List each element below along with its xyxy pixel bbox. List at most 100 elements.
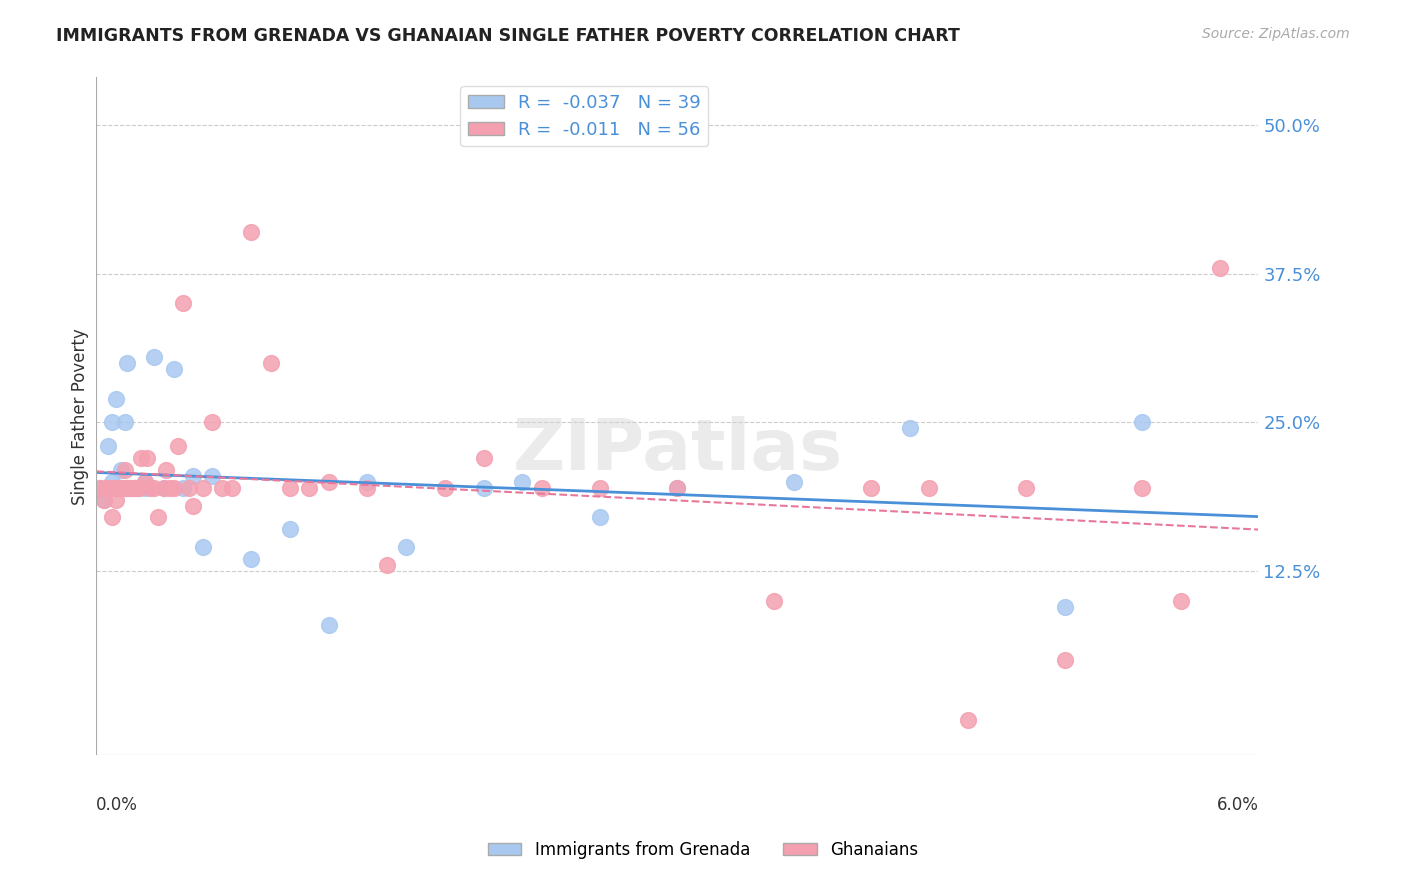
Point xyxy=(135,450,157,465)
Point xyxy=(104,492,127,507)
Point xyxy=(298,481,321,495)
Point xyxy=(1130,481,1153,495)
Point xyxy=(120,481,142,495)
Point xyxy=(114,415,136,429)
Point xyxy=(89,481,111,495)
Point xyxy=(128,481,150,495)
Point xyxy=(512,475,534,489)
Point xyxy=(433,481,456,495)
Point xyxy=(97,439,120,453)
Point xyxy=(356,475,378,489)
Point xyxy=(128,481,150,495)
Point xyxy=(191,540,214,554)
Point xyxy=(143,481,166,495)
Point xyxy=(860,481,883,495)
Point xyxy=(124,481,146,495)
Point xyxy=(666,481,689,495)
Legend: Immigrants from Grenada, Ghanaians: Immigrants from Grenada, Ghanaians xyxy=(481,835,925,866)
Point xyxy=(112,481,135,495)
Point xyxy=(118,481,141,495)
Point xyxy=(114,463,136,477)
Point xyxy=(763,593,786,607)
Point xyxy=(134,481,156,495)
Point xyxy=(124,481,146,495)
Point xyxy=(166,439,188,453)
Point xyxy=(143,350,166,364)
Point xyxy=(98,481,121,495)
Point xyxy=(191,481,214,495)
Point xyxy=(100,415,122,429)
Point xyxy=(201,415,224,429)
Point xyxy=(108,481,131,495)
Point xyxy=(110,481,132,495)
Point xyxy=(100,475,122,489)
Point xyxy=(221,481,243,495)
Point xyxy=(94,481,117,495)
Text: ZIPatlas: ZIPatlas xyxy=(512,416,842,484)
Point xyxy=(1053,653,1076,667)
Point xyxy=(163,361,186,376)
Point xyxy=(240,225,263,239)
Point xyxy=(134,475,156,489)
Point xyxy=(104,481,127,495)
Point xyxy=(124,481,146,495)
Point xyxy=(898,421,921,435)
Point xyxy=(181,468,204,483)
Point xyxy=(120,481,142,495)
Point xyxy=(589,510,612,524)
Point xyxy=(139,481,162,495)
Point xyxy=(153,481,176,495)
Point xyxy=(89,481,111,495)
Point xyxy=(172,296,194,310)
Point xyxy=(134,475,156,489)
Point xyxy=(108,481,131,495)
Point xyxy=(1015,481,1038,495)
Point xyxy=(100,510,122,524)
Point xyxy=(278,481,301,495)
Point xyxy=(129,450,152,465)
Point xyxy=(110,463,132,477)
Point xyxy=(472,450,495,465)
Point xyxy=(956,713,979,727)
Point xyxy=(1130,415,1153,429)
Point xyxy=(159,481,181,495)
Point xyxy=(181,499,204,513)
Point xyxy=(201,468,224,483)
Point xyxy=(93,492,115,507)
Point xyxy=(93,492,115,507)
Point xyxy=(318,475,340,489)
Legend: R =  -0.037   N = 39, R =  -0.011   N = 56: R = -0.037 N = 39, R = -0.011 N = 56 xyxy=(461,87,709,146)
Point xyxy=(918,481,941,495)
Point xyxy=(115,481,138,495)
Point xyxy=(1170,593,1192,607)
Point xyxy=(472,481,495,495)
Point xyxy=(318,617,340,632)
Point xyxy=(115,481,138,495)
Point xyxy=(211,481,233,495)
Point xyxy=(240,552,263,566)
Y-axis label: Single Father Poverty: Single Father Poverty xyxy=(72,328,89,505)
Point xyxy=(782,475,804,489)
Point xyxy=(146,510,169,524)
Point xyxy=(163,481,186,495)
Point xyxy=(179,481,201,495)
Point xyxy=(356,481,378,495)
Text: 0.0%: 0.0% xyxy=(96,796,138,814)
Point xyxy=(530,481,553,495)
Point xyxy=(104,481,127,495)
Text: 6.0%: 6.0% xyxy=(1216,796,1258,814)
Point xyxy=(666,481,689,495)
Point xyxy=(1053,599,1076,614)
Point xyxy=(395,540,418,554)
Point xyxy=(115,356,138,370)
Point xyxy=(114,481,136,495)
Text: IMMIGRANTS FROM GRENADA VS GHANAIAN SINGLE FATHER POVERTY CORRELATION CHART: IMMIGRANTS FROM GRENADA VS GHANAIAN SING… xyxy=(56,27,960,45)
Point xyxy=(259,356,281,370)
Point xyxy=(278,522,301,536)
Text: Source: ZipAtlas.com: Source: ZipAtlas.com xyxy=(1202,27,1350,41)
Point xyxy=(104,392,127,406)
Point xyxy=(589,481,612,495)
Point xyxy=(172,481,194,495)
Point xyxy=(124,481,146,495)
Point xyxy=(1209,260,1232,275)
